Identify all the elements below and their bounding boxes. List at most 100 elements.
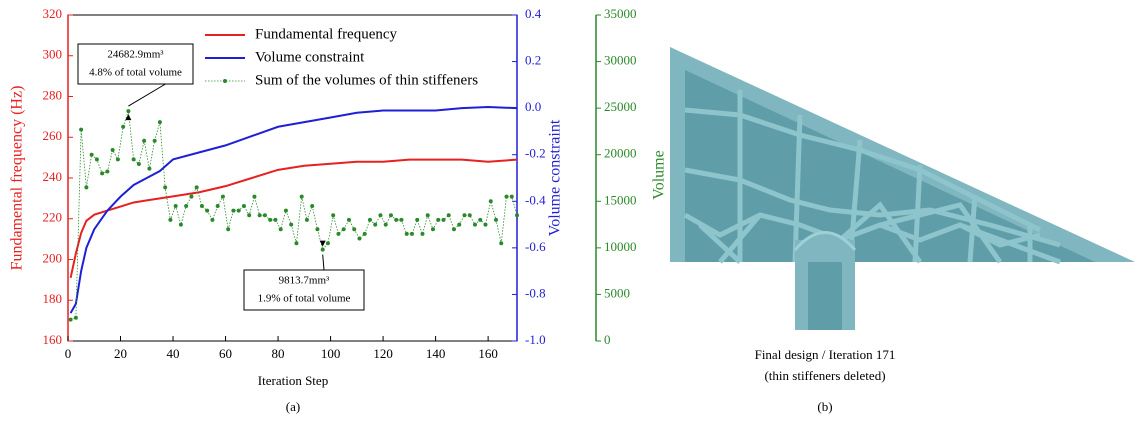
y-tick-label: 260 (43, 128, 63, 143)
series-marker (284, 209, 288, 213)
series-marker (69, 318, 73, 322)
x-tick-label: 140 (426, 346, 446, 361)
y-tick-label: -0.8 (525, 285, 546, 300)
series-marker (441, 218, 445, 222)
y-tick-label: -0.2 (525, 146, 546, 161)
annotation-text: 1.9% of total volume (258, 293, 351, 305)
design-stem-bore (808, 262, 842, 330)
series-marker (184, 204, 188, 208)
series-marker (132, 157, 136, 161)
series-marker (499, 241, 503, 245)
series-marker (153, 139, 157, 143)
series-marker (410, 232, 414, 236)
series-marker (357, 237, 361, 241)
y-tick-label: 15000 (604, 192, 637, 207)
caption: (b) (817, 399, 832, 414)
y-tick-label: 35000 (604, 6, 637, 21)
series-marker (126, 109, 130, 113)
series-marker (95, 157, 99, 161)
series-marker (331, 213, 335, 217)
y-axis-label: Fundamental frequency (Hz) (9, 86, 26, 271)
series-marker (399, 218, 403, 222)
series-marker (195, 185, 199, 189)
series-marker (394, 218, 398, 222)
series-marker (258, 213, 262, 217)
x-tick-label: 20 (114, 346, 127, 361)
series-marker (216, 204, 220, 208)
series-marker (468, 213, 472, 217)
series-marker (289, 223, 293, 227)
x-tick-label: 100 (321, 346, 341, 361)
y-tick-label: 5000 (604, 285, 630, 300)
series-marker (205, 209, 209, 213)
series-marker (457, 223, 461, 227)
series-marker (200, 204, 204, 208)
y-tick-label: 180 (43, 291, 63, 306)
series-marker (247, 213, 251, 217)
series-marker (210, 218, 214, 222)
x-tick-label: 60 (219, 346, 232, 361)
series-marker (263, 213, 267, 217)
series-marker (315, 227, 319, 231)
series-marker (90, 153, 94, 157)
series-marker (147, 167, 151, 171)
annotation-arrowhead (320, 241, 326, 247)
series-marker (483, 223, 487, 227)
series-marker (347, 218, 351, 222)
series-marker (305, 218, 309, 222)
series-marker (300, 195, 304, 199)
series-marker (142, 139, 146, 143)
annotation-text: 9813.7mm³ (279, 275, 330, 287)
design-note: (thin stiffeners deleted) (764, 368, 885, 383)
series-marker (515, 213, 519, 217)
y-tick-label: 0.2 (525, 53, 541, 68)
x-tick-label: 40 (167, 346, 180, 361)
series-marker (163, 185, 167, 189)
series-marker (137, 162, 141, 166)
series-marker (426, 213, 430, 217)
series-marker (226, 227, 230, 231)
series-marker (105, 169, 109, 173)
series-marker (389, 213, 393, 217)
series-marker (368, 218, 372, 222)
series-marker (405, 232, 409, 236)
y-tick-label: 160 (43, 332, 63, 347)
series-marker (415, 218, 419, 222)
series-marker (352, 227, 356, 231)
legend-marker (223, 79, 227, 83)
series-marker (279, 227, 283, 231)
series-marker (336, 232, 340, 236)
annotation-text: 24682.9mm³ (107, 49, 164, 61)
y-tick-label: -0.6 (525, 239, 546, 254)
series-marker (462, 213, 466, 217)
y-tick-label: 0.4 (525, 6, 542, 21)
series-marker (384, 223, 388, 227)
y-tick-label: 25000 (604, 99, 637, 114)
series-marker (489, 199, 493, 203)
series-marker (342, 227, 346, 231)
series-marker (158, 120, 162, 124)
series-marker (273, 218, 277, 222)
series-marker (189, 195, 193, 199)
series-marker (121, 125, 125, 129)
series-marker (321, 248, 325, 252)
series-marker (510, 195, 514, 199)
series-marker (326, 241, 330, 245)
series-marker (420, 232, 424, 236)
y-tick-label: 30000 (604, 53, 637, 68)
x-tick-label: 120 (373, 346, 393, 361)
y-tick-label: 240 (43, 169, 63, 184)
series-marker (363, 232, 367, 236)
series-marker (242, 204, 246, 208)
y-tick-label: 320 (43, 6, 63, 21)
series-marker (447, 213, 451, 217)
y3-axis-label: Volume (651, 150, 668, 199)
caption: (a) (286, 399, 300, 414)
design-note: Final design / Iteration 171 (755, 347, 896, 362)
series-marker (494, 218, 498, 222)
series-marker (431, 227, 435, 231)
series-marker (74, 316, 78, 320)
series-marker (478, 218, 482, 222)
series-marker (504, 195, 508, 199)
y-tick-label: 280 (43, 87, 63, 102)
